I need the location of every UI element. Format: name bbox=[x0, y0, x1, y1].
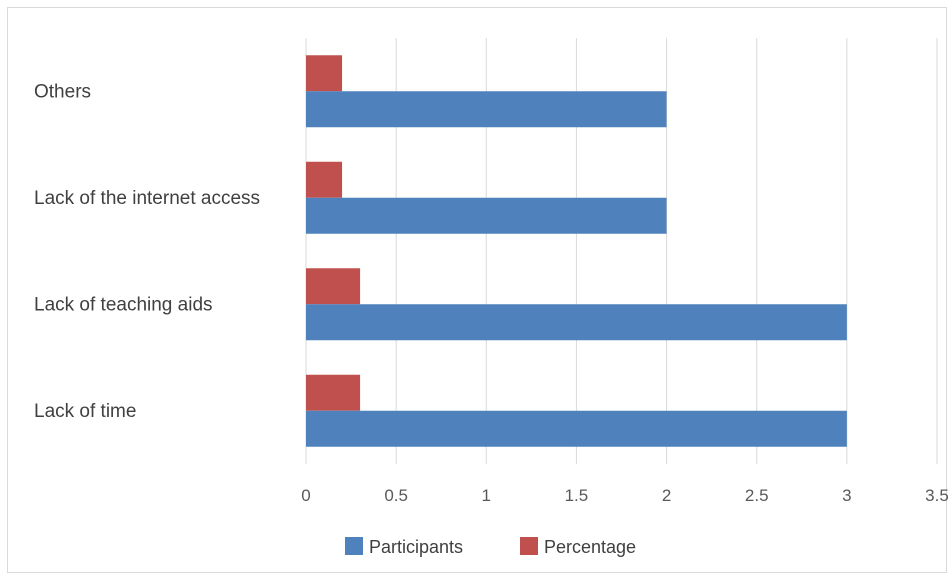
bar-participants bbox=[306, 304, 847, 341]
category-label: Lack of teaching aids bbox=[34, 294, 213, 315]
x-tick-label: 1.5 bbox=[565, 486, 589, 505]
bar-chart: Others Lack of the internet access Lack of… bbox=[34, 38, 948, 557]
bar-participants bbox=[306, 410, 847, 447]
x-tick-label: 0 bbox=[301, 486, 310, 505]
x-tick-label: 2.5 bbox=[745, 486, 769, 505]
x-tick-label: 1 bbox=[482, 486, 491, 505]
x-tick-label: 3 bbox=[842, 486, 851, 505]
category-label: Others bbox=[34, 81, 91, 102]
x-tick-labels: 0 0.5 1 1.5 2 2.5 3 3.5 bbox=[301, 486, 948, 505]
bar-participants bbox=[306, 91, 667, 128]
bar-participants bbox=[306, 197, 667, 234]
legend: Participants Percentage bbox=[345, 537, 636, 557]
legend-swatch-1 bbox=[520, 537, 538, 555]
bar-percentage bbox=[306, 161, 343, 198]
category-label: Lack of time bbox=[34, 401, 136, 422]
chart-frame: Others Lack of the internet access Lack of… bbox=[7, 7, 948, 573]
x-tick-label: 3.5 bbox=[925, 486, 948, 505]
bar-percentage bbox=[306, 55, 343, 92]
x-tick-label: 0.5 bbox=[384, 486, 408, 505]
legend-label-0: Participants bbox=[369, 537, 463, 557]
category-label: Lack of the internet access bbox=[34, 188, 260, 209]
bar-percentage bbox=[306, 374, 361, 411]
x-tick-label: 2 bbox=[662, 486, 671, 505]
legend-label-1: Percentage bbox=[544, 537, 636, 557]
bar-percentage bbox=[306, 268, 361, 305]
bars bbox=[306, 55, 847, 447]
category-labels: Others Lack of the internet access Lack of… bbox=[34, 81, 260, 422]
legend-swatch-0 bbox=[345, 537, 363, 555]
